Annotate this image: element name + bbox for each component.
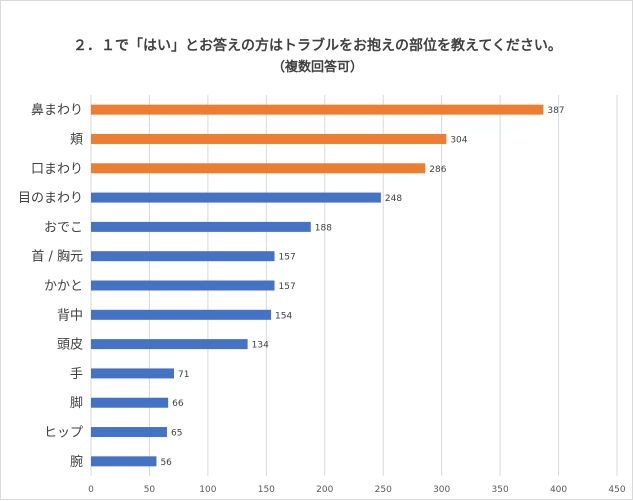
data-label: 56 — [160, 458, 172, 468]
chart-subtitle: （複数回答可） — [271, 60, 363, 75]
x-tick-label: 200 — [316, 485, 333, 495]
category-label: 鼻まわり — [31, 102, 83, 118]
category-label: 脚 — [70, 395, 83, 411]
data-label: 248 — [385, 194, 402, 204]
data-label: 66 — [172, 399, 184, 409]
x-tick-label: 250 — [375, 485, 392, 495]
data-label: 188 — [315, 223, 332, 233]
category-label: おでこ — [44, 220, 83, 235]
data-label: 304 — [450, 135, 467, 145]
bar — [91, 427, 167, 438]
bar — [91, 280, 275, 291]
bar — [91, 397, 169, 408]
category-label: 首 / 胸元 — [31, 250, 83, 265]
bar — [91, 251, 275, 262]
category-label: 背中 — [57, 308, 83, 323]
x-tick-label: 450 — [608, 485, 625, 495]
bar — [91, 192, 381, 203]
data-label: 157 — [279, 253, 296, 263]
bar — [91, 309, 272, 320]
data-label: 154 — [275, 311, 292, 321]
bar — [91, 368, 174, 379]
data-label: 65 — [171, 429, 182, 439]
bar — [91, 133, 447, 144]
x-tick-label: 350 — [492, 485, 509, 495]
category-label: 手 — [70, 367, 83, 382]
chart-title: ２．１で「はい」とお答えの方はトラブルをお抱えの部位を教えてください。 — [73, 38, 562, 54]
category-label: ヒップ — [44, 426, 83, 441]
data-label: 286 — [429, 165, 446, 175]
x-tick-label: 0 — [88, 485, 94, 495]
bar — [91, 221, 311, 232]
category-label: かかと — [44, 279, 83, 294]
x-tick-label: 50 — [144, 485, 156, 495]
bar — [91, 104, 544, 115]
bar — [91, 456, 157, 467]
x-tick-label: 300 — [433, 485, 450, 495]
x-tick-label: 150 — [258, 485, 275, 495]
bar — [91, 339, 248, 350]
category-label: 頬 — [70, 132, 83, 147]
data-label: 157 — [279, 282, 296, 292]
category-label: 目のまわり — [18, 191, 83, 206]
bar — [91, 163, 426, 174]
category-label: 腕 — [70, 454, 83, 470]
data-label: 387 — [547, 106, 564, 116]
x-tick-label: 100 — [199, 485, 216, 495]
data-label: 71 — [178, 370, 189, 380]
data-label: 134 — [252, 341, 269, 351]
category-label: 口まわり — [31, 162, 83, 177]
x-tick-label: 400 — [550, 485, 567, 495]
category-label: 頭皮 — [57, 338, 83, 353]
